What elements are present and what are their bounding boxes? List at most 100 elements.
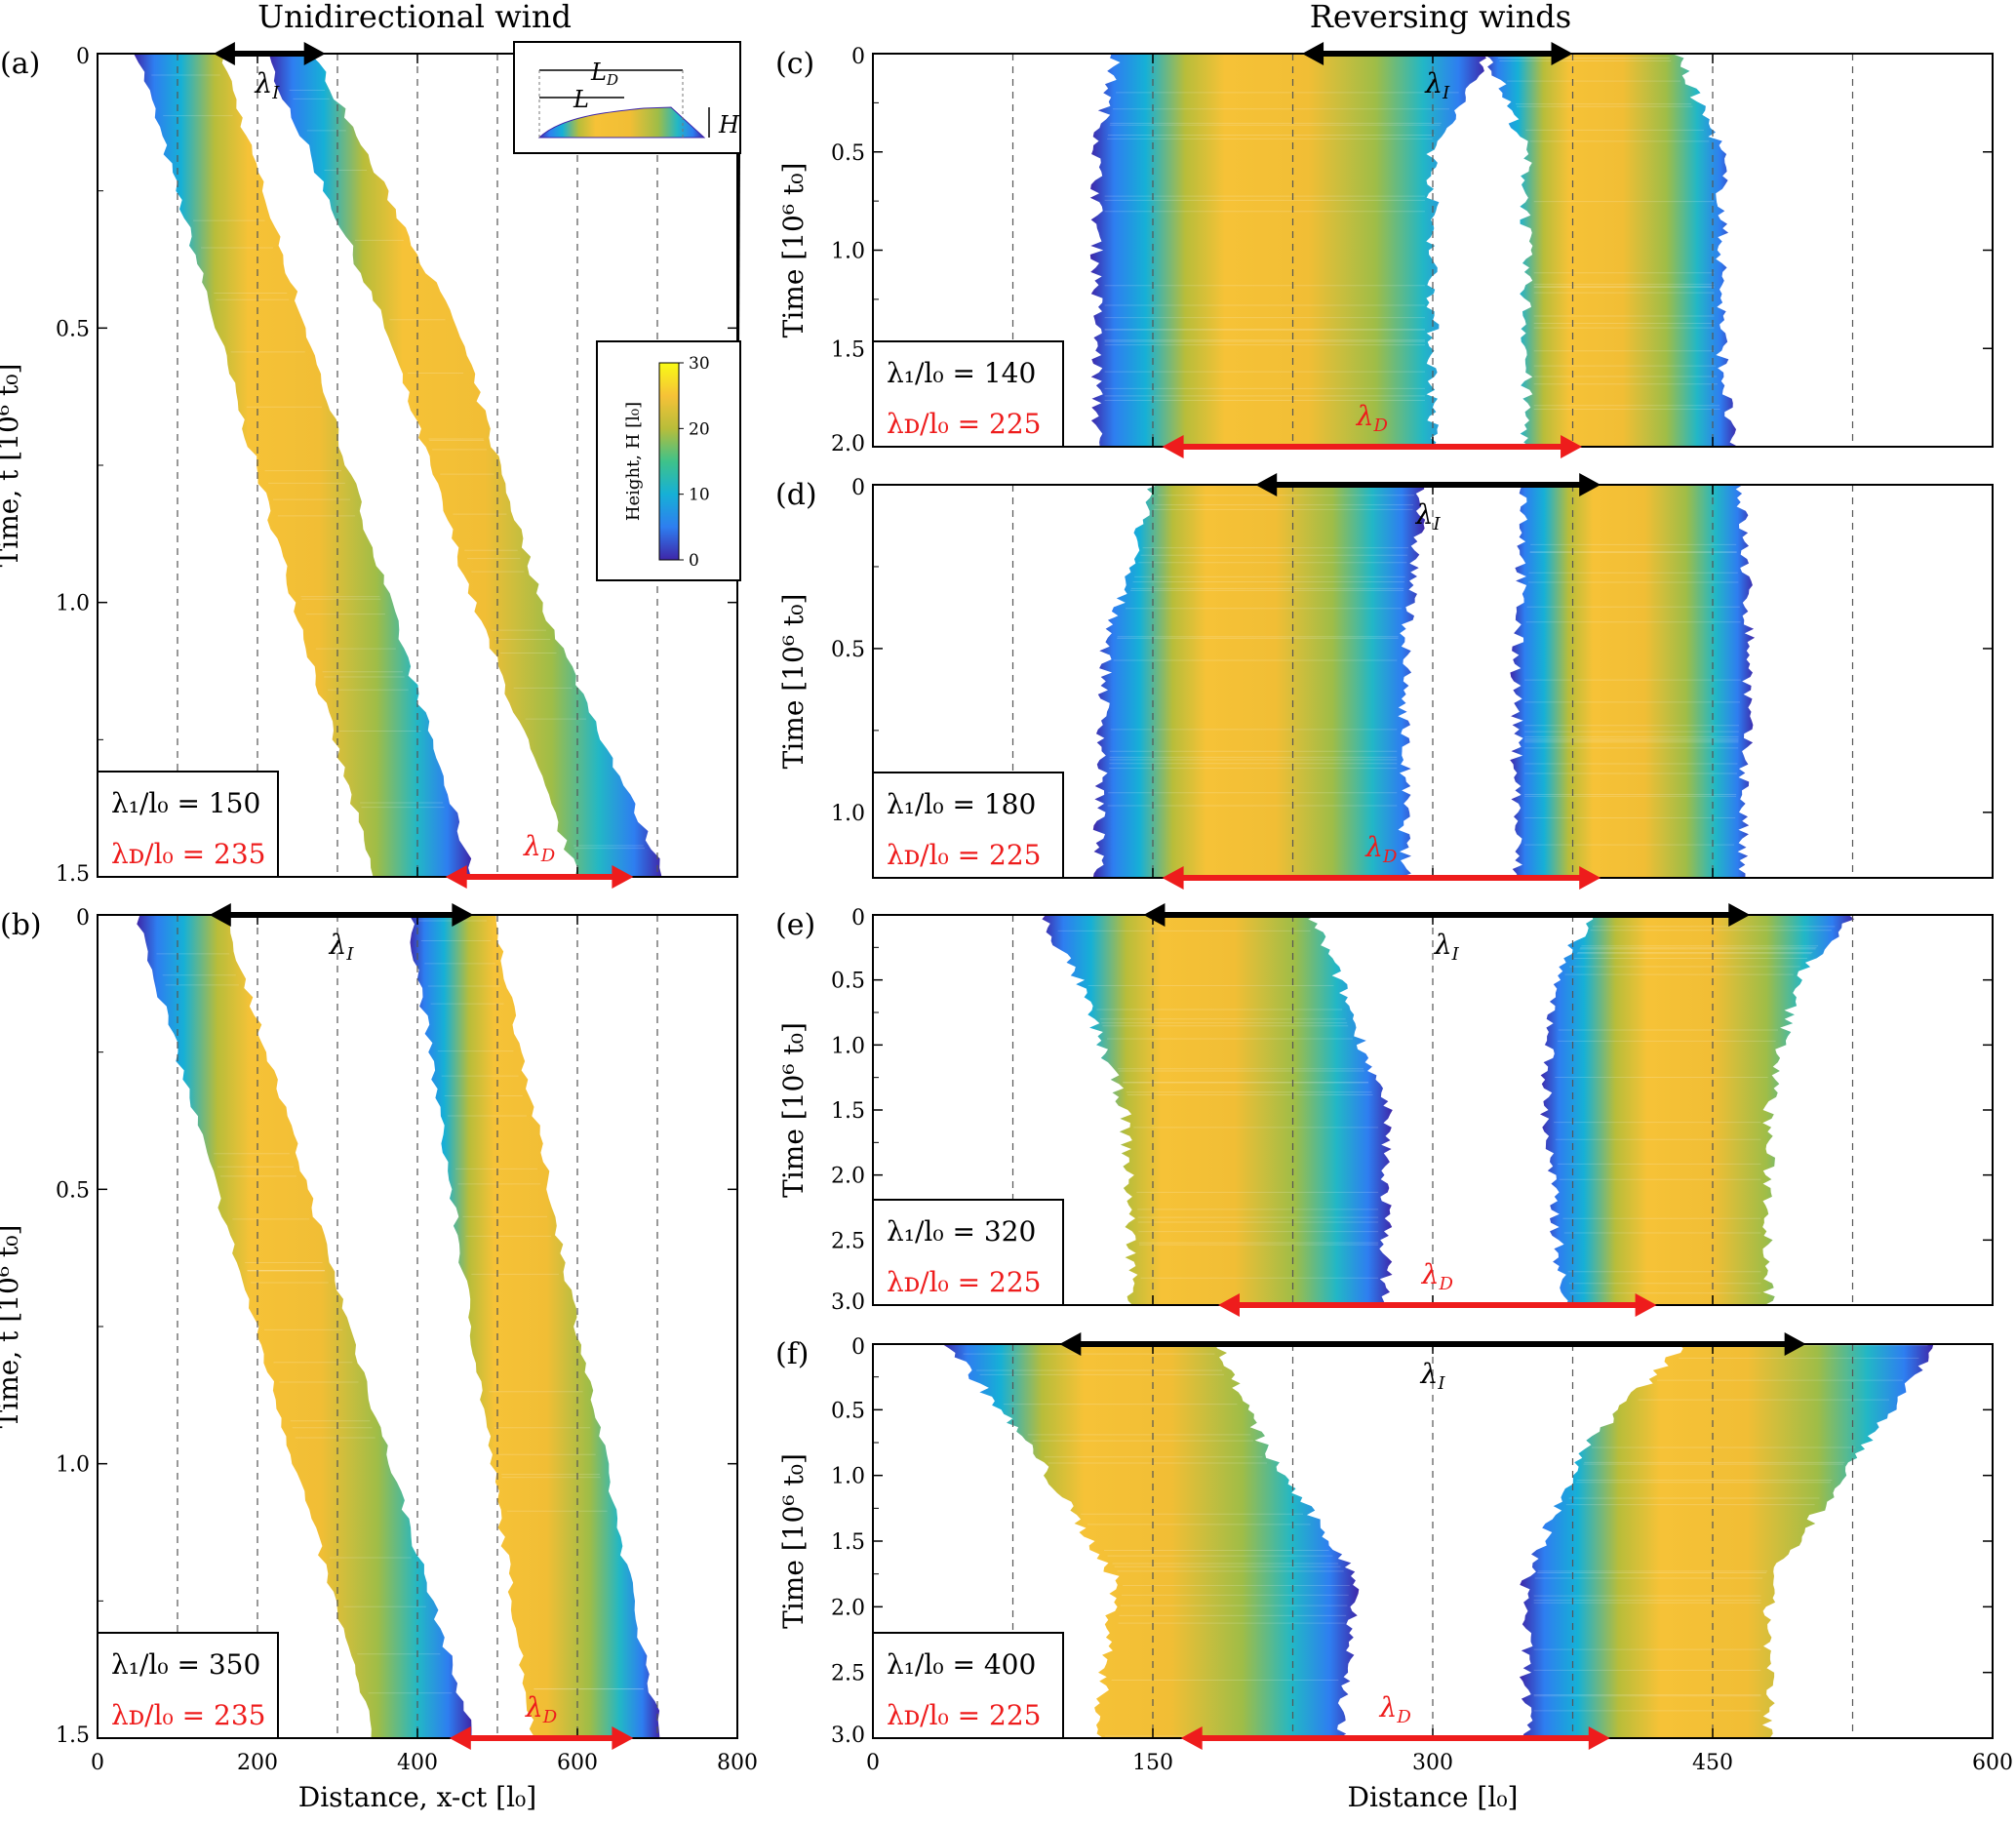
lambda-d-arrow-head-left (1162, 435, 1184, 458)
y-axis-title: Time, t [10⁶ t₀] (0, 364, 24, 568)
colorbar: 0 10 20 30 Height, H [l₀] (596, 340, 741, 581)
y-tick-label: 0.5 (831, 970, 865, 994)
dune-f-1 (942, 1344, 1360, 1738)
lambda-d-arrow-head-right (1561, 435, 1583, 458)
annotation-box (872, 1632, 1064, 1739)
annotation-lambda-d: λᴅ/l₀ = 225 (887, 1266, 1041, 1298)
y-axis-title: Time [10⁶ t₀] (777, 1022, 810, 1198)
dune-e-1 (1042, 915, 1393, 1305)
lambda-d-arrow-head-left (1217, 1293, 1240, 1317)
right-heading: Reversing winds (1310, 0, 1571, 35)
y-axis-title: Time [10⁶ t₀] (777, 594, 810, 770)
lambda-i-arrow-head-right (1579, 473, 1601, 496)
lambda-d-arrow-head-left (1162, 866, 1184, 890)
y-tick-label: 1.5 (56, 1724, 90, 1748)
y-tick-label: 0.5 (831, 638, 865, 662)
lambda-i-subscript: I (1437, 1373, 1445, 1394)
lambda-d-arrow (1180, 1726, 1610, 1750)
annotation-lambda-d: λᴅ/l₀ = 225 (887, 1699, 1041, 1731)
dune-d-2 (1510, 485, 1756, 878)
lambda-d-arrow-head-right (612, 865, 634, 889)
lambda-d-subscript: D (540, 846, 556, 866)
colorbar-gradient (658, 362, 680, 561)
lambda-d-label: λD (1379, 1691, 1412, 1727)
lambda-d-subscript: D (1396, 1707, 1411, 1727)
dune-bands (1089, 54, 1738, 447)
lambda-i-arrow-head-left (1255, 473, 1278, 496)
colorbar-tick-label: 30 (689, 354, 710, 374)
lambda-i-arrow-head-right (1551, 42, 1573, 65)
y-axis-title: Time [10⁶ t₀] (777, 163, 810, 338)
panel-e: 0 0.5 1.0 1.5 2.0 2.5 3.0 Time [10⁶ t₀] (e) λI λD λ… (775, 903, 1994, 1317)
colorbar-label: Height, H [l₀] (623, 402, 644, 521)
lambda-d-subscript: D (1438, 1274, 1453, 1294)
annotation-lambda-d: λᴅ/l₀ = 235 (111, 1699, 265, 1731)
x-tick-label: 400 (397, 1751, 438, 1775)
lambda-i-arrow-head-left (1302, 42, 1324, 65)
inset-connector (737, 152, 740, 352)
y-tick-label: 1.0 (56, 592, 90, 616)
lambda-i-label: λI (1415, 498, 1442, 535)
lambda-d-arrow (1162, 435, 1583, 458)
y-tick-label: 3.0 (831, 1290, 865, 1315)
lambda-d-arrow-head-left (1180, 1726, 1203, 1750)
lambda-d-label: λD (523, 830, 556, 866)
x-axis-title: Distance [l₀] (1348, 1781, 1519, 1813)
left-heading: Unidirectional wind (257, 0, 572, 35)
y-tick-label: 1.0 (831, 802, 865, 826)
y-tick-label: 0 (851, 1335, 865, 1360)
y-tick-label: 1.5 (831, 1530, 865, 1555)
lambda-d-subscript: D (1372, 416, 1388, 436)
lambda-i-subscript: I (1451, 944, 1460, 965)
y-tick-label: 0 (851, 906, 865, 931)
y-tick-label: 0 (76, 45, 90, 69)
y-tick-label: 0.5 (831, 141, 865, 166)
annotation-box (872, 340, 1064, 448)
y-tick-label: 2.5 (831, 1229, 865, 1253)
lambda-i-arrow-head-left (209, 903, 231, 927)
lambda-d-arrow (449, 1726, 634, 1750)
y-tick-label: 1.0 (56, 1453, 90, 1478)
annotation-box (872, 772, 1064, 879)
dune-d-1 (1092, 485, 1426, 878)
lambda-d-arrow-head-left (449, 1726, 471, 1750)
panel-label: (a) (0, 47, 40, 81)
x-tick-label: 300 (1412, 1751, 1453, 1775)
lambda-i-arrow (1059, 1332, 1806, 1356)
x-tick-label: 600 (1972, 1751, 2013, 1775)
lambda-i-arrow-head-left (1059, 1332, 1082, 1356)
x-tick-label: 150 (1132, 1751, 1173, 1775)
lambda-i-arrow (1255, 473, 1601, 496)
inset-dune-shape (537, 106, 706, 139)
lambda-i-arrow (209, 903, 474, 927)
y-tick-label: 3.0 (831, 1724, 865, 1748)
inset-h-label: H (718, 111, 740, 139)
dune-f-2 (1519, 1344, 1934, 1738)
y-tick-label: 0 (76, 906, 90, 931)
y-tick-label: 0 (851, 476, 865, 500)
y-tick-label: 2.5 (831, 1662, 865, 1686)
y-tick-label: 0.5 (56, 1178, 90, 1203)
x-tick-label: 450 (1692, 1751, 1733, 1775)
dune-a-2 (268, 54, 662, 877)
lambda-i-arrow (1302, 42, 1573, 65)
x-tick-label: 0 (866, 1751, 880, 1775)
lambda-i-arrow-head-right (1784, 1332, 1806, 1356)
colorbar-tick-label: 20 (689, 419, 710, 439)
y-tick-label: 1.0 (831, 240, 865, 264)
lambda-i-arrow-head-left (213, 42, 235, 65)
inset-ld-subscript: D (606, 71, 618, 89)
dune-bands (137, 915, 660, 1738)
panel-label: (d) (775, 478, 817, 512)
y-tick-label: 0.5 (831, 1399, 865, 1423)
lambda-d-label: λD (1421, 1258, 1454, 1294)
lambda-i-arrow-head-right (452, 903, 474, 927)
lambda-i-arrow (213, 42, 326, 65)
lambda-i-subscript: I (1433, 514, 1442, 535)
